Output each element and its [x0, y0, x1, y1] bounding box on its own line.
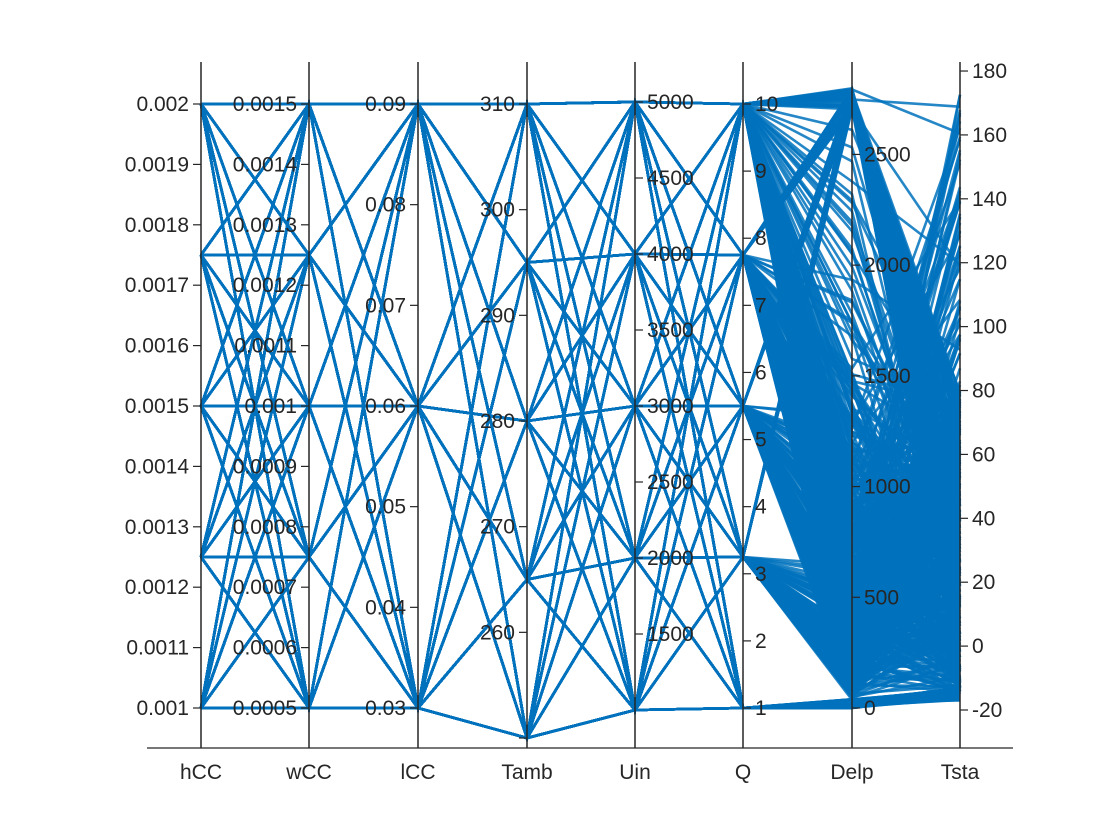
tick-label: 1000: [864, 476, 911, 499]
tick-label: 0.0017: [125, 274, 189, 297]
tick-label: 4: [755, 496, 767, 519]
axis-wcc: 0.0005 0.0006 0.0007 0.0008 0.0009 0.001 0.001…: [233, 62, 332, 784]
tick-label: 2500: [864, 143, 911, 166]
tick-label: 2000: [647, 547, 694, 570]
tick-label: 280: [480, 410, 515, 433]
axis-name: Tsta: [941, 761, 980, 784]
tick-label: 2500: [647, 471, 694, 494]
axis-name: hCC: [180, 761, 222, 784]
axis-name: lCC: [401, 761, 436, 784]
tick-label: 300: [480, 199, 515, 222]
axis-name: Uin: [619, 761, 651, 784]
tick-label: 0.0005: [233, 697, 297, 720]
tick-label: 8: [755, 227, 767, 250]
tick-label: 3500: [647, 319, 694, 342]
axis-name: Tamb: [501, 761, 552, 784]
axis-lcc: 0.03 0.04 0.05 0.06 0.07 0.08 0.09 lCC: [365, 62, 436, 784]
tick-label: 0.03: [365, 697, 406, 720]
tick-label: 0.0006: [233, 637, 297, 660]
tick-label: 260: [480, 621, 515, 644]
axes: 0.0010.00110.00120.00130.00140.00150.001…: [125, 60, 1013, 784]
tick-label: 0.0016: [125, 335, 189, 358]
tick-label: 0.0012: [125, 576, 189, 599]
tick-label: 0.0015: [125, 395, 189, 418]
tick-label: 20: [972, 571, 995, 594]
tick-label: 0: [972, 635, 984, 658]
data-line: [201, 103, 962, 585]
axis-name: Delp: [830, 761, 873, 784]
tick-label: 270: [480, 516, 515, 539]
tick-label: 60: [972, 443, 995, 466]
tick-label: 0.001: [244, 395, 297, 418]
tick-label: 160: [972, 124, 1007, 147]
tick-label: 0.0011: [126, 637, 189, 660]
tick-label: 0.0007: [233, 576, 297, 599]
tick-label: 100: [972, 316, 1007, 339]
axis-hcc: 0.001 0.0011 0.0012 0.0013 0.0014 0.0015 0.001…: [125, 62, 222, 784]
tick-label: 500: [864, 586, 899, 609]
tick-label: -20: [972, 699, 1002, 722]
tick-label: 40: [972, 507, 995, 530]
tick-label: 0: [864, 697, 876, 720]
tick-label: 0.0014: [233, 153, 298, 176]
tick-label: 0.08: [365, 194, 406, 217]
tick-label: 0.001: [136, 697, 189, 720]
tick-label: 0.0014: [125, 455, 190, 478]
tick-label: 4500: [647, 167, 694, 190]
tick-label: 5000: [647, 91, 694, 114]
tick-label: 0.07: [365, 294, 406, 317]
tick-label: 0.0013: [233, 214, 297, 237]
tick-label: 0.0019: [125, 153, 189, 176]
axis-name: wCC: [285, 761, 332, 784]
tick-label: 0.0011: [234, 335, 297, 358]
tick-label: 5: [755, 429, 767, 452]
data-line: [199, 97, 962, 710]
data-line: [199, 100, 961, 709]
tick-label: 3: [755, 563, 767, 586]
data-line: [199, 100, 962, 709]
tick-label: 0.04: [365, 596, 406, 619]
axis-delp: 0 500 1000 1500 2000 2500 Delp: [830, 62, 911, 784]
tick-label: 1500: [864, 365, 911, 388]
tick-label: 3000: [647, 395, 694, 418]
axis-name: Q: [735, 761, 751, 784]
data-line: [199, 101, 961, 715]
tick-label: 80: [972, 380, 995, 403]
tick-label: 0.06: [365, 395, 406, 418]
data-line: [199, 100, 962, 709]
tick-label: 0.002: [136, 93, 189, 116]
tick-label: 0.09: [365, 93, 406, 116]
data-line: [199, 102, 962, 742]
data-lines: [199, 84, 962, 743]
axis-tamb: 260 270 280 290 300 310 Tamb: [480, 62, 553, 784]
tick-label: 6: [755, 361, 767, 384]
tick-label: 0.0018: [125, 214, 189, 237]
tick-label: 1: [755, 697, 767, 720]
tick-label: 1500: [647, 623, 694, 646]
tick-label: 10: [755, 93, 778, 116]
tick-label: 0.0012: [233, 274, 297, 297]
data-line: [199, 103, 961, 740]
tick-label: 310: [480, 93, 515, 116]
tick-label: 7: [755, 294, 767, 317]
tick-label: 290: [480, 304, 515, 327]
tick-label: 4000: [647, 243, 694, 266]
axis-q: 1 2 3 4 5 6 7 8 9 10 Q: [735, 62, 778, 784]
tick-label: 2: [755, 630, 767, 653]
tick-label: 0.0015: [233, 93, 297, 116]
tick-label: 2000: [864, 254, 911, 277]
tick-label: 0.0013: [125, 516, 189, 539]
tick-label: 180: [972, 60, 1007, 83]
axis-uin: 1500 2000 2500 3000 3500 4000 4500 5000 Uin: [619, 62, 694, 784]
tick-label: 140: [972, 188, 1007, 211]
axis-tsta: -20 0 20 40 60 80 100 120 140 160 180 Tsta: [941, 60, 1007, 784]
tick-label: 9: [755, 160, 767, 183]
tick-label: 120: [972, 252, 1007, 275]
tick-label: 0.0009: [233, 455, 297, 478]
tick-label: 0.05: [365, 496, 406, 519]
tick-label: 0.0008: [233, 516, 297, 539]
